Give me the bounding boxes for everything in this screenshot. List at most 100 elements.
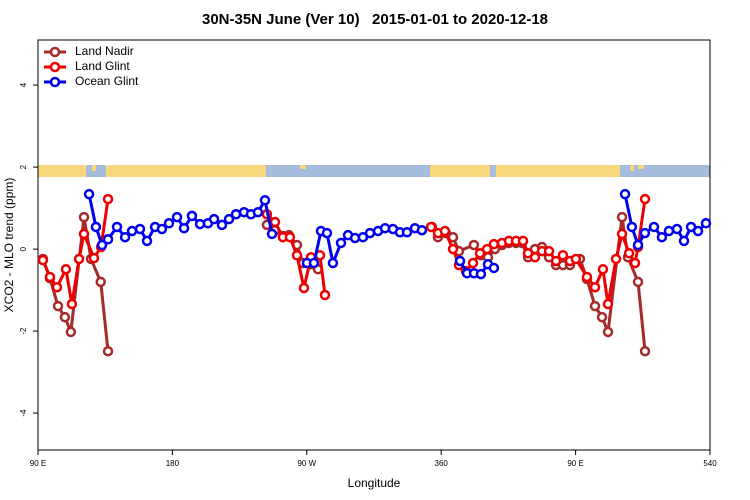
data-point — [671, 223, 683, 235]
data-point — [102, 234, 114, 245]
data-point — [632, 239, 644, 251]
data-point — [629, 257, 641, 269]
data-point — [468, 239, 480, 251]
chart-title: 30N-35N June (Ver 10) 2015-01-01 to 2020… — [202, 11, 548, 28]
data-point — [65, 326, 77, 338]
data-point — [550, 255, 562, 267]
data-point — [102, 193, 114, 205]
data-point — [37, 254, 49, 266]
y-tick-label: 4 — [19, 82, 28, 87]
data-point — [178, 222, 190, 234]
land-band — [638, 165, 644, 169]
data-point — [284, 231, 296, 243]
data-point — [259, 195, 271, 206]
data-point — [454, 255, 466, 267]
data-point — [648, 221, 660, 233]
data-point — [52, 300, 64, 312]
data-point — [95, 276, 106, 288]
data-point — [616, 211, 628, 223]
data-point — [488, 262, 500, 274]
data-point — [102, 345, 114, 357]
x-tick-label: 90 W — [297, 459, 316, 468]
data-point — [319, 289, 331, 301]
legend-label: Land Glint — [75, 59, 130, 73]
data-point — [589, 300, 601, 312]
data-point — [73, 253, 85, 265]
legend-marker — [49, 61, 61, 73]
series-line — [41, 198, 647, 305]
data-point — [663, 225, 675, 237]
data-point — [570, 253, 582, 265]
data-point — [692, 225, 704, 237]
data-point — [321, 227, 333, 239]
data-point — [83, 188, 95, 200]
data-point — [327, 257, 339, 269]
data-point — [186, 210, 198, 222]
data-point — [626, 221, 638, 233]
data-point — [90, 221, 102, 233]
legend-marker — [49, 46, 61, 58]
data-point — [364, 227, 376, 239]
data-point — [88, 252, 100, 264]
data-point — [78, 228, 90, 240]
data-point — [78, 211, 90, 223]
data-point — [216, 219, 228, 231]
data-point — [416, 224, 428, 236]
data-point — [208, 213, 220, 225]
data-point — [639, 345, 651, 357]
y-axis-label: XCO2 - MLO trend (ppm) — [2, 178, 16, 313]
data-point — [596, 311, 608, 323]
x-tick-label: 180 — [166, 459, 180, 468]
land-band — [300, 165, 306, 169]
y-tick-label: -2 — [19, 327, 28, 335]
land-band — [38, 165, 86, 177]
data-point — [700, 218, 712, 229]
data-point — [632, 276, 644, 288]
data-point — [467, 257, 479, 269]
land-band — [430, 165, 490, 177]
data-point — [619, 188, 631, 200]
data-point — [266, 228, 278, 240]
x-tick-label: 360 — [435, 459, 449, 468]
data-point — [623, 247, 635, 259]
data-point — [230, 209, 242, 220]
data-point — [678, 235, 690, 247]
data-point — [252, 206, 264, 218]
data-point — [602, 326, 614, 338]
data-point — [59, 311, 71, 323]
data-point — [616, 228, 628, 240]
land-band — [630, 165, 634, 171]
data-point — [488, 238, 500, 250]
data-point — [589, 281, 601, 293]
data-point — [529, 252, 541, 263]
data-point — [639, 227, 651, 239]
land-band — [496, 165, 620, 177]
y-tick-label: 0 — [19, 246, 28, 251]
data-point — [171, 211, 183, 223]
data-point — [401, 227, 413, 238]
x-axis-label: Longitude — [348, 476, 401, 490]
data-point — [134, 223, 146, 235]
land-band — [92, 165, 96, 171]
x-tick-label: 540 — [703, 459, 717, 468]
data-point — [656, 231, 668, 243]
data-point — [481, 243, 493, 255]
data-point — [308, 257, 320, 269]
data-point — [51, 281, 63, 293]
data-point — [291, 250, 303, 261]
data-point — [269, 216, 281, 228]
data-point — [581, 271, 593, 283]
data-point — [96, 239, 108, 251]
data-point — [141, 235, 153, 247]
data-point — [610, 253, 622, 265]
data-point — [602, 298, 614, 310]
data-point — [475, 268, 487, 280]
data-point — [425, 221, 437, 233]
data-point — [557, 250, 569, 261]
y-tick-label: 2 — [19, 164, 28, 169]
x-tick-label: 90 E — [567, 459, 583, 468]
data-point — [447, 243, 459, 255]
legend-label: Ocean Glint — [75, 74, 139, 88]
